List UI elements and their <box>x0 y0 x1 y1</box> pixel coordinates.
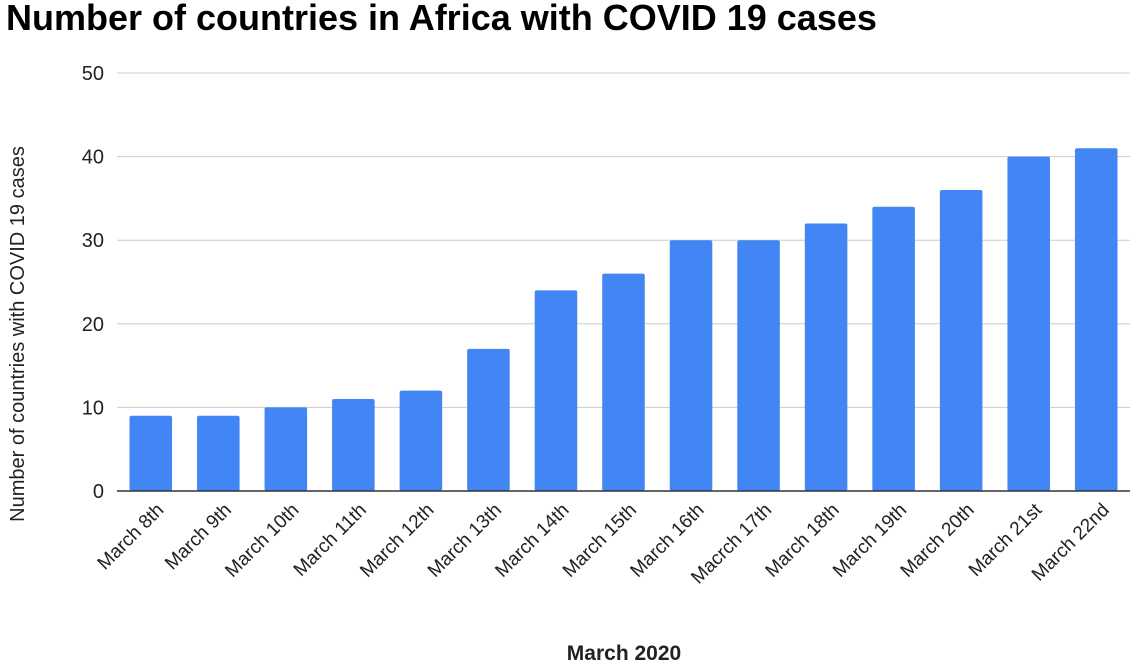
bars <box>129 148 1118 492</box>
bar <box>332 399 375 491</box>
y-tick-label: 50 <box>82 63 104 85</box>
y-axis-ticks: 0 10 20 30 40 50 <box>82 63 104 503</box>
bar <box>602 273 645 491</box>
bar <box>467 348 510 491</box>
bar <box>197 415 240 491</box>
x-tick-label: March 10th <box>221 500 303 582</box>
x-tick-label: March 8th <box>94 500 169 575</box>
y-tick-label: 0 <box>93 481 104 503</box>
bar <box>872 206 915 491</box>
bar <box>939 190 983 492</box>
bar <box>804 223 848 492</box>
y-tick-label: 40 <box>82 147 104 169</box>
bar <box>264 407 308 491</box>
bar <box>129 415 173 491</box>
chart-title: Number of countries in Africa with COVID… <box>6 0 877 38</box>
y-axis-title: Number of countries with COVID 19 cases <box>7 146 29 522</box>
bar <box>399 390 443 491</box>
x-tick-label: March 20th <box>897 500 979 582</box>
bar <box>534 290 578 491</box>
bar <box>737 240 780 491</box>
y-tick-label: 10 <box>82 397 104 419</box>
bar <box>669 240 713 491</box>
y-tick-label: 20 <box>82 314 104 336</box>
bar <box>1074 148 1118 492</box>
y-tick-label: 30 <box>82 230 104 252</box>
x-axis-title: March 2020 <box>567 642 681 664</box>
bar <box>1007 156 1050 491</box>
